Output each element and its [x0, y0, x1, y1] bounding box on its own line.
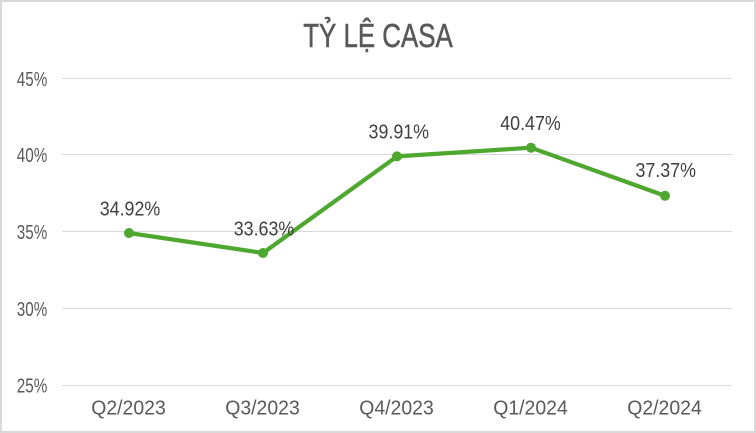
svg-text:34.92%: 34.92% [100, 199, 161, 221]
svg-text:Q4/2023: Q4/2023 [359, 398, 434, 420]
svg-text:25%: 25% [17, 376, 48, 398]
svg-text:TỶ LỆ CASA: TỶ LỆ CASA [303, 17, 453, 55]
svg-text:40.47%: 40.47% [500, 113, 561, 135]
svg-text:30%: 30% [17, 299, 48, 321]
svg-text:Q2/2023: Q2/2023 [91, 398, 166, 420]
svg-text:40%: 40% [17, 145, 48, 167]
svg-text:37.37%: 37.37% [635, 160, 696, 182]
svg-text:Q2/2024: Q2/2024 [627, 398, 702, 420]
svg-text:Q3/2023: Q3/2023 [225, 398, 300, 420]
svg-text:33.63%: 33.63% [234, 218, 295, 240]
svg-text:35%: 35% [17, 222, 48, 244]
svg-text:Q1/2024: Q1/2024 [493, 398, 568, 420]
svg-text:45%: 45% [17, 69, 48, 91]
svg-text:39.91%: 39.91% [369, 121, 430, 143]
